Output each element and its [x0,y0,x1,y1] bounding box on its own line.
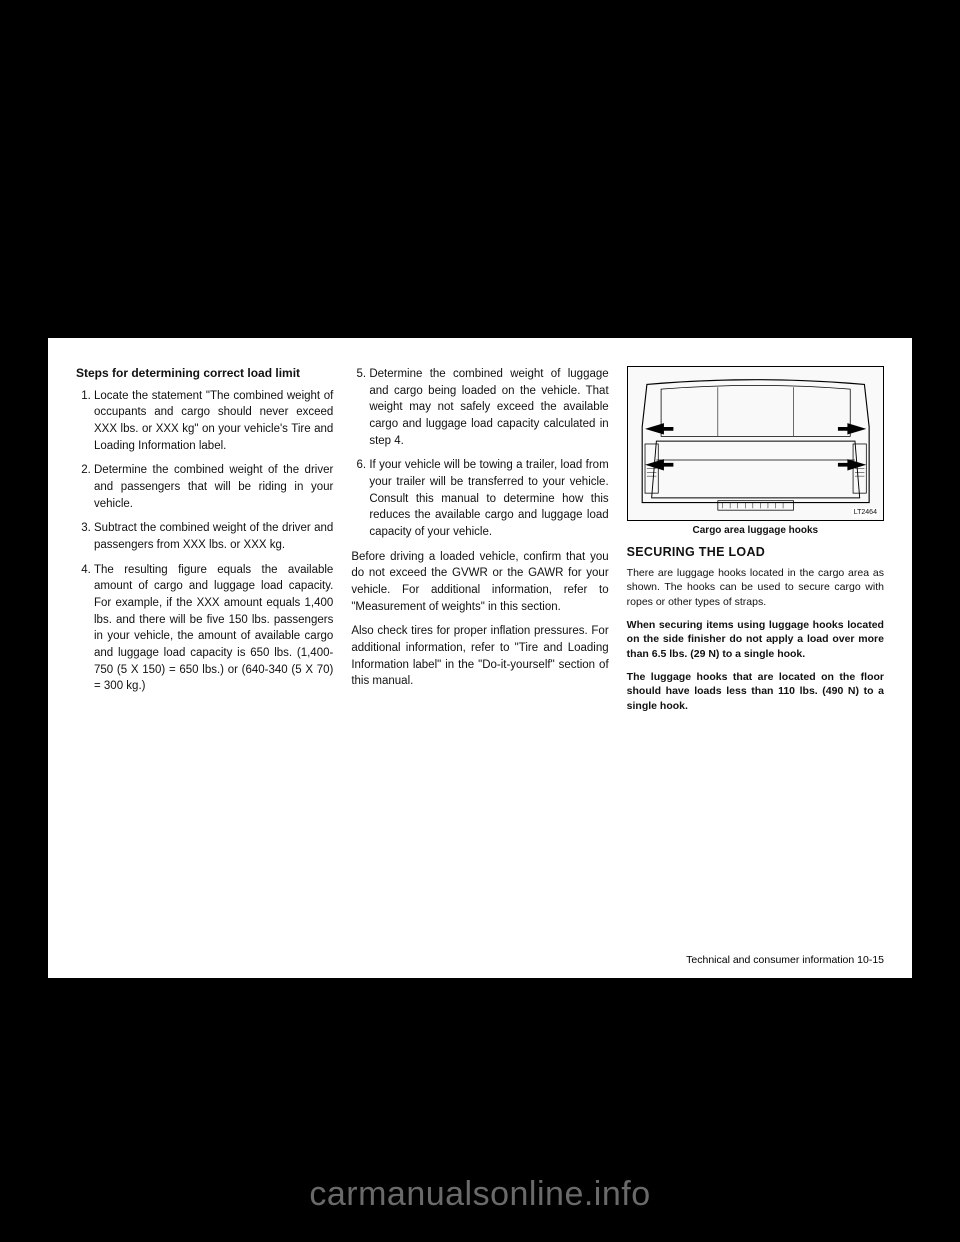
step-2: Determine the combined weight of the dri… [94,462,333,512]
steps-heading: Steps for determining correct load limit [76,366,333,382]
securing-load-body: There are luggage hooks located in the c… [627,566,884,714]
before-driving-paragraph: Before driving a loaded vehicle, confirm… [351,549,608,616]
securing-load-heading: SECURING THE LOAD [627,543,884,561]
column-3: LT2464 Cargo area luggage hooks SECURING… [627,366,884,958]
side-hook-warning: When securing items using luggage hooks … [627,618,884,662]
step-6: If your vehicle will be towing a trailer… [369,457,608,540]
cargo-diagram-svg [628,367,883,520]
floor-hook-warning: The luggage hooks that are located on th… [627,670,884,714]
step-1: Locate the statement "The combined weigh… [94,388,333,455]
column-2: Determine the combined weight of luggage… [351,366,608,958]
watermark: carmanualsonline.info [0,1175,960,1214]
page-footer: Technical and consumer information 10-15 [686,954,884,966]
steps-list-2: Determine the combined weight of luggage… [351,366,608,541]
step-3: Subtract the combined weight of the driv… [94,520,333,553]
column-1: Steps for determining correct load limit… [76,366,333,958]
steps-list-1: Locate the statement "The combined weigh… [76,388,333,695]
figure-code: LT2464 [852,508,879,518]
figure-caption: Cargo area luggage hooks [627,524,884,539]
check-tires-paragraph: Also check tires for proper inflation pr… [351,623,608,690]
cargo-hooks-figure: LT2464 [627,366,884,521]
hooks-location-paragraph: There are luggage hooks located in the c… [627,566,884,610]
manual-page: Steps for determining correct load limit… [48,338,912,978]
step-5: Determine the combined weight of luggage… [369,366,608,449]
step-4: The resulting figure equals the availabl… [94,562,333,695]
